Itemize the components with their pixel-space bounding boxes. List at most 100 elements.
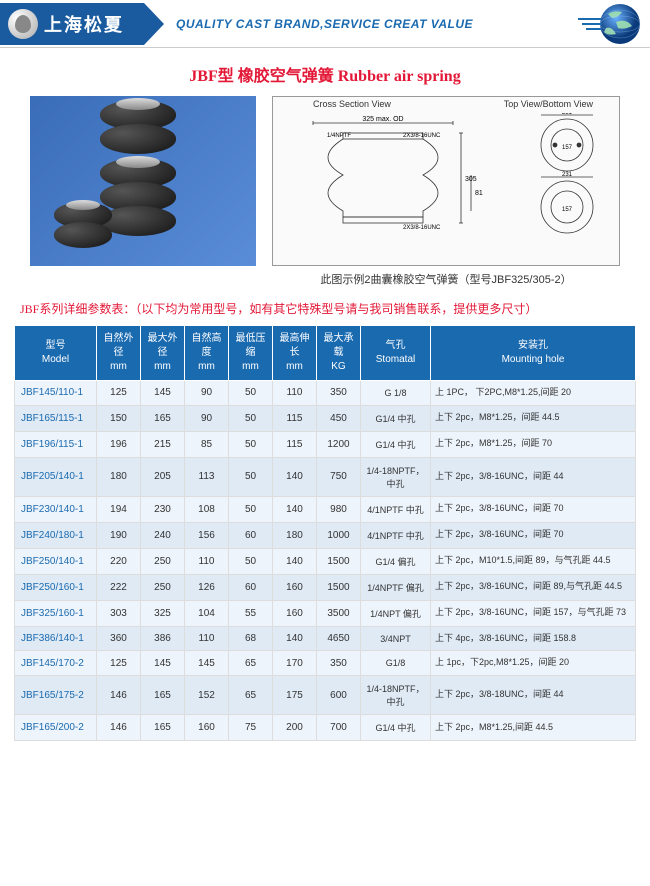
data-cell: 1500 [317, 548, 361, 574]
data-cell: 152 [185, 676, 229, 715]
data-cell: 上下 2pc，3/8-18UNC，间距 44 [431, 676, 636, 715]
data-cell: 180 [97, 457, 141, 496]
section-title: JBF型 橡胶空气弹簧 Rubber air spring [0, 48, 650, 96]
logo-icon [8, 9, 38, 39]
slogan: QUALITY CAST BRAND,SERVICE CREAT VALUE [176, 17, 473, 31]
data-cell: 4/1NPTF 中孔 [361, 496, 431, 522]
data-cell: 250 [141, 548, 185, 574]
data-cell: 140 [273, 457, 317, 496]
model-cell: JBF230/140-1 [15, 496, 97, 522]
data-cell: 上下 2pc，3/8-16UNC，间距 44 [431, 457, 636, 496]
data-cell: 60 [229, 574, 273, 600]
table-row: JBF165/115-11501659050115450G1/4 中孔上下 2p… [15, 405, 636, 431]
data-cell: 140 [273, 496, 317, 522]
data-cell: 303 [97, 600, 141, 626]
data-cell: 160 [273, 600, 317, 626]
data-cell: G1/4 中孔 [361, 405, 431, 431]
data-cell: 160 [273, 574, 317, 600]
data-cell: 140 [273, 626, 317, 651]
table-row: JBF145/110-11251459050110350G 1/8上 1PC， … [15, 381, 636, 406]
data-cell: 50 [229, 457, 273, 496]
page-header: ® 上海松夏 QUALITY CAST BRAND,SERVICE CREAT … [0, 0, 650, 48]
table-row: JBF205/140-1180205113501407501/4-18NPTF，… [15, 457, 636, 496]
model-cell: JBF240/180-1 [15, 522, 97, 548]
data-cell: 750 [317, 457, 361, 496]
figure-row: Cross Section View Top View/Bottom View … [0, 96, 650, 266]
model-cell: JBF250/160-1 [15, 574, 97, 600]
data-cell: 上 1PC， 下2PC,M8*1.25,间距 20 [431, 381, 636, 406]
data-cell: 上下 2pc，3/8-16UNC，间距 157，与气孔距 73 [431, 600, 636, 626]
data-cell: 350 [317, 651, 361, 676]
data-cell: G1/4 中孔 [361, 715, 431, 741]
data-cell: 上下 2pc，M8*1.25，间距 70 [431, 431, 636, 457]
data-cell: 700 [317, 715, 361, 741]
data-cell: 3500 [317, 600, 361, 626]
table-row: JBF386/140-13603861106814046503/4NPT上下 4… [15, 626, 636, 651]
brand-block: ® 上海松夏 [0, 3, 144, 45]
data-cell: 150 [97, 405, 141, 431]
col-header: 型号Model [15, 326, 97, 381]
data-cell: 146 [97, 676, 141, 715]
data-cell: 1500 [317, 574, 361, 600]
data-cell: 350 [317, 381, 361, 406]
svg-text:231: 231 [562, 113, 573, 116]
table-row: JBF325/160-13033251045516035001/4NPT 偏孔上… [15, 600, 636, 626]
data-cell: 上下 2pc，M8*1.25，间距 44.5 [431, 405, 636, 431]
data-cell: 126 [185, 574, 229, 600]
data-cell: 230 [141, 496, 185, 522]
data-cell: 156 [185, 522, 229, 548]
model-cell: JBF145/170-2 [15, 651, 97, 676]
top-view-label: Top View/Bottom View [504, 99, 593, 109]
data-cell: 4/1NPTF 中孔 [361, 522, 431, 548]
cross-section-label: Cross Section View [313, 99, 391, 109]
data-cell: 450 [317, 405, 361, 431]
col-header: 最低压缩mm [229, 326, 273, 381]
svg-text:305: 305 [465, 176, 477, 183]
data-cell: 146 [97, 715, 141, 741]
data-cell: G1/4 偏孔 [361, 548, 431, 574]
data-cell: 50 [229, 548, 273, 574]
diagram-caption: 此图示例2曲囊橡胶空气弹簧（型号JBF325/305-2） [273, 271, 619, 287]
data-cell: 190 [97, 522, 141, 548]
data-cell: 上下 2pc，M8*1.25,间距 44.5 [431, 715, 636, 741]
table-row: JBF196/115-119621585501151200G1/4 中孔上下 2… [15, 431, 636, 457]
data-cell: 1/4-18NPTF，中孔 [361, 457, 431, 496]
model-cell: JBF145/110-1 [15, 381, 97, 406]
data-cell: 113 [185, 457, 229, 496]
data-cell: G1/8 [361, 651, 431, 676]
data-cell: 上下 2pc，3/8-16UNC，间距 89,与气孔距 44.5 [431, 574, 636, 600]
data-cell: 600 [317, 676, 361, 715]
data-cell: 125 [97, 651, 141, 676]
model-cell: JBF386/140-1 [15, 626, 97, 651]
data-cell: 386 [141, 626, 185, 651]
data-cell: 4650 [317, 626, 361, 651]
data-cell: 125 [97, 381, 141, 406]
data-cell: G1/4 中孔 [361, 431, 431, 457]
svg-text:157: 157 [562, 207, 573, 213]
technical-diagram: Cross Section View Top View/Bottom View … [272, 96, 620, 266]
spec-table: 型号Model自然外径mm最大外径mm自然高度mm最低压缩mm最高伸长mm最大承… [14, 325, 636, 741]
data-cell: 170 [273, 651, 317, 676]
globe-icon [578, 0, 642, 48]
data-cell: 65 [229, 676, 273, 715]
data-cell: 1200 [317, 431, 361, 457]
data-cell: 50 [229, 381, 273, 406]
table-row: JBF165/175-2146165152651756001/4-18NPTF，… [15, 676, 636, 715]
model-cell: JBF196/115-1 [15, 431, 97, 457]
data-cell: 110 [185, 548, 229, 574]
data-cell: 194 [97, 496, 141, 522]
data-cell: 165 [141, 676, 185, 715]
data-cell: 115 [273, 405, 317, 431]
svg-text:157: 157 [562, 145, 573, 151]
data-cell: 222 [97, 574, 141, 600]
data-cell: 165 [141, 715, 185, 741]
data-cell: 上下 2pc，3/8-16UNC，间距 70 [431, 496, 636, 522]
data-cell: 240 [141, 522, 185, 548]
data-cell: 220 [97, 548, 141, 574]
data-cell: 上下 2pc，M10*1.5,间距 89，与气孔距 44.5 [431, 548, 636, 574]
data-cell: 175 [273, 676, 317, 715]
model-cell: JBF165/115-1 [15, 405, 97, 431]
svg-text:2X3/8-16UNC: 2X3/8-16UNC [403, 133, 441, 139]
data-cell: 196 [97, 431, 141, 457]
data-cell: 1/4NPT 偏孔 [361, 600, 431, 626]
